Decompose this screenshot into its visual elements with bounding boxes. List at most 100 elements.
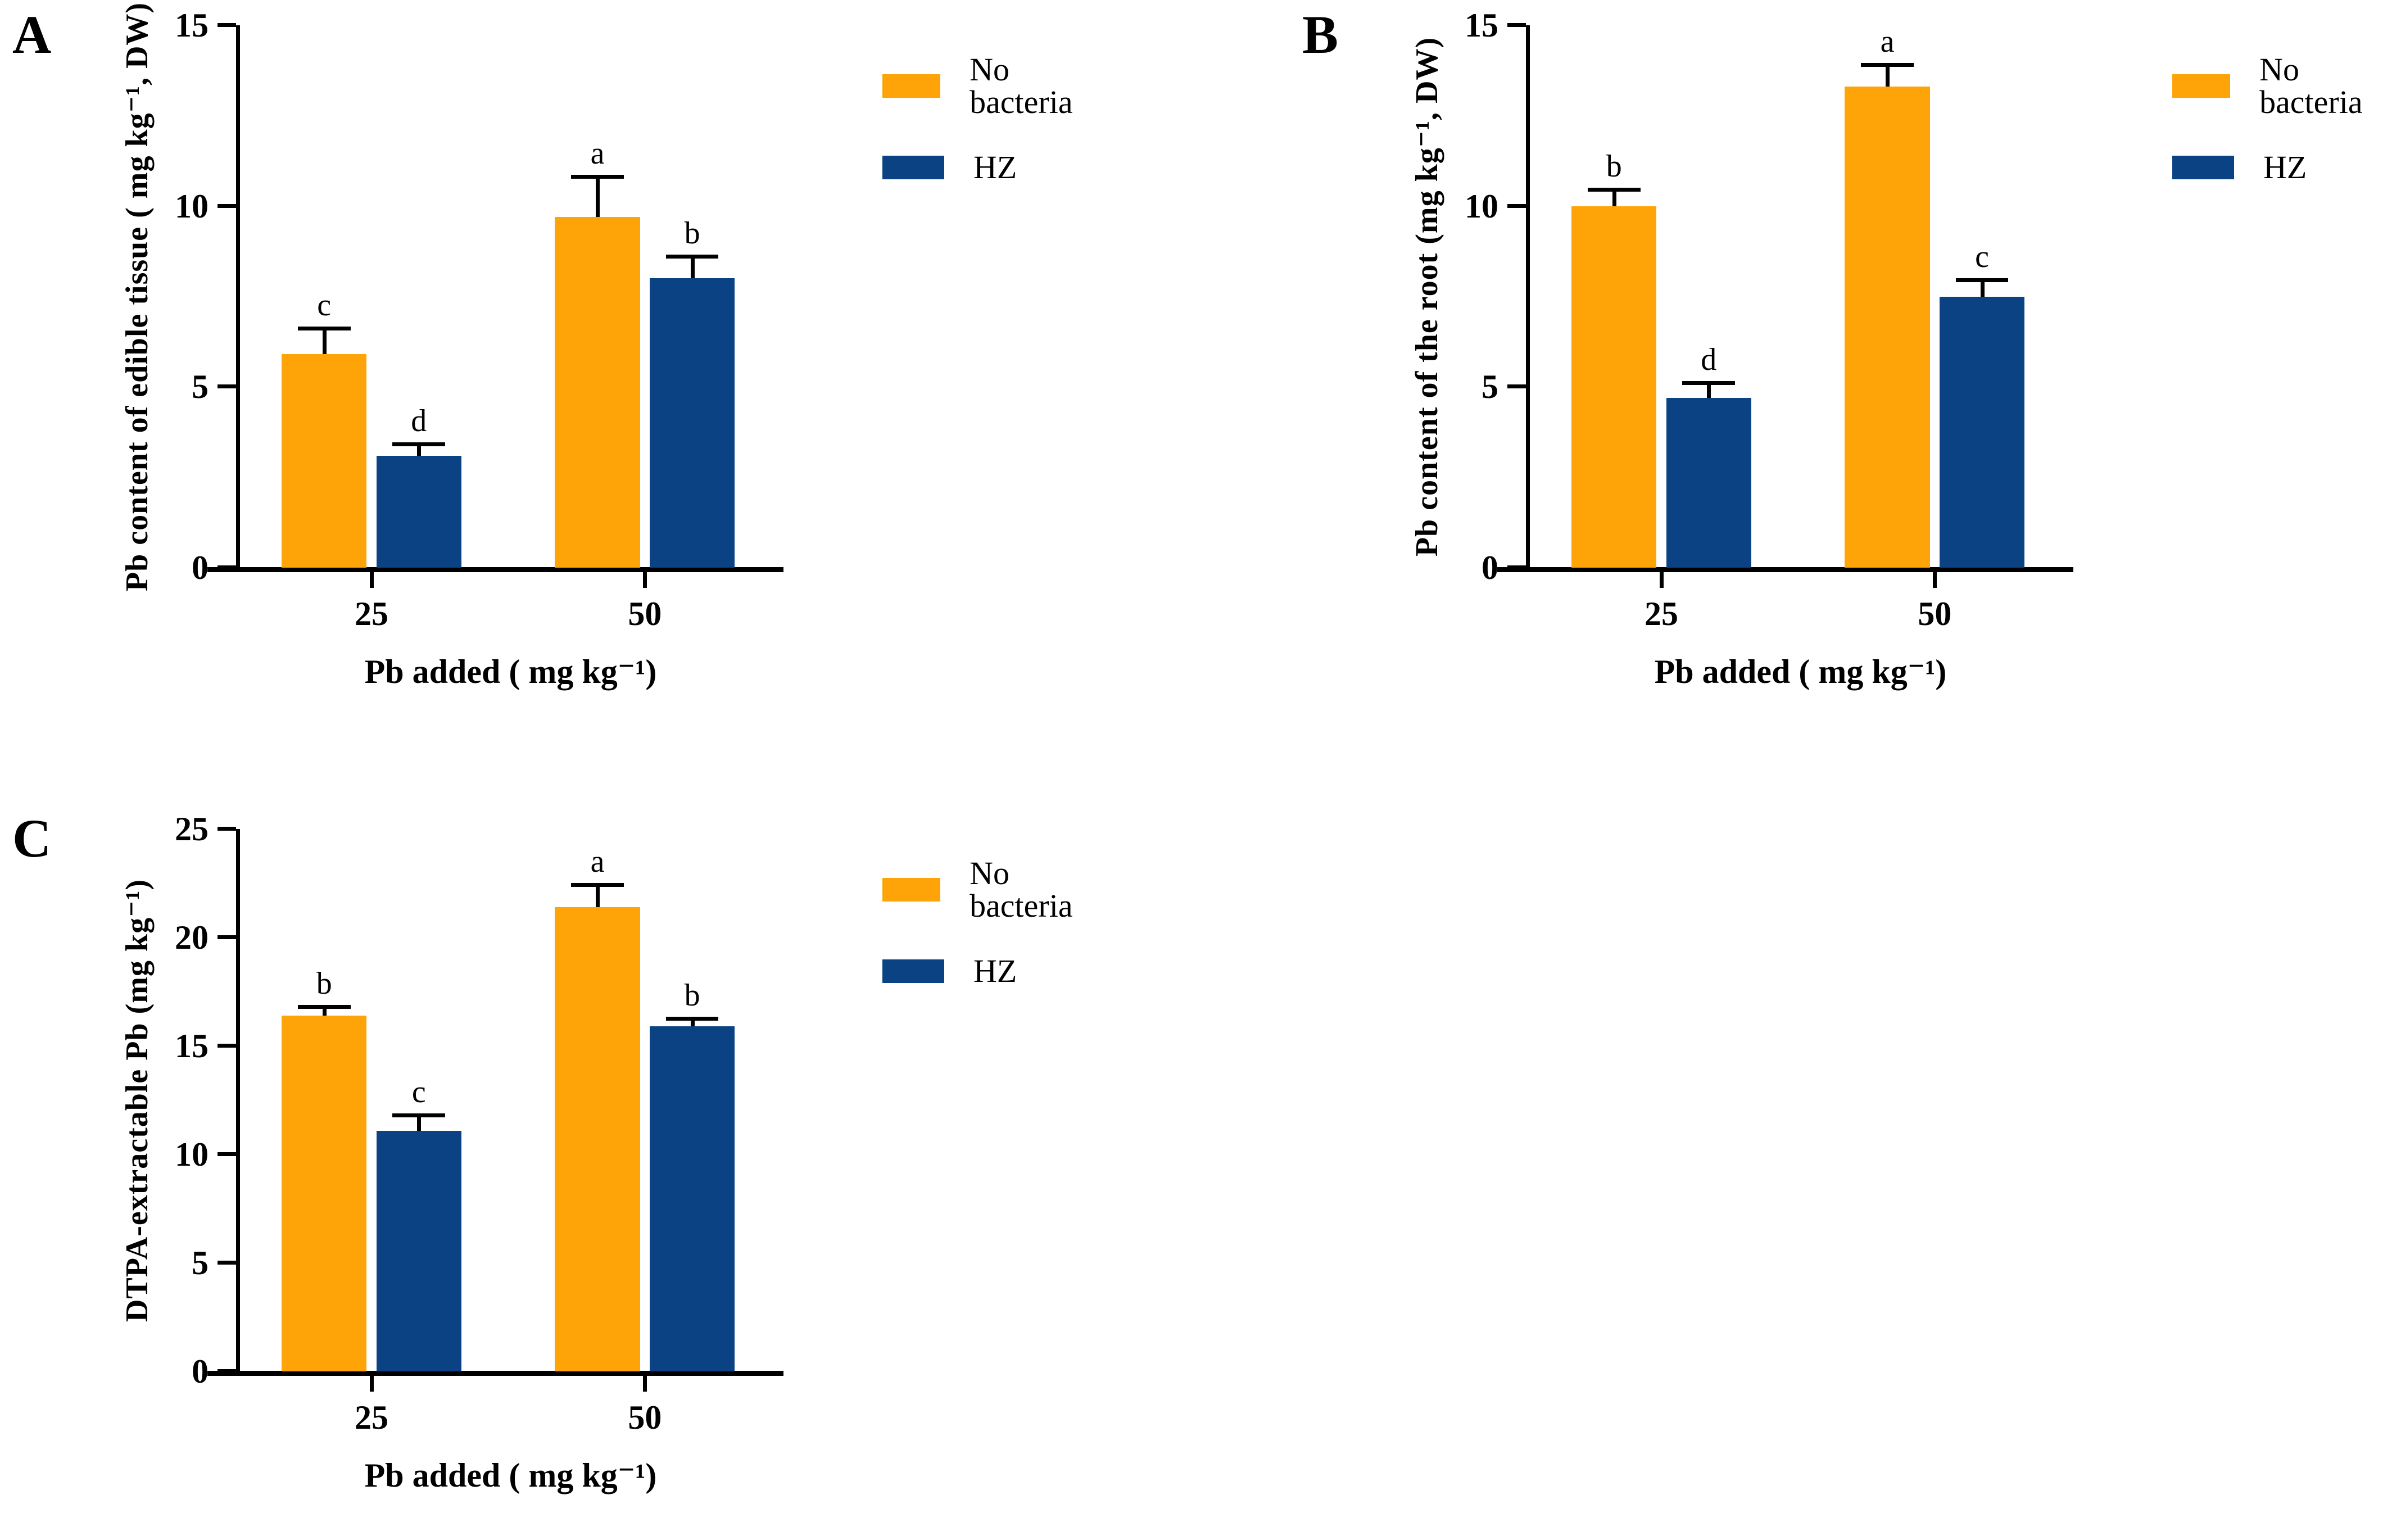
legend-label: HZ [973, 953, 1017, 989]
error-whisker-no-bacteria-25 [322, 1007, 327, 1016]
y-tick-10 [218, 203, 236, 208]
legend-label: No bacteria [970, 51, 1073, 120]
x-tick-25 [1660, 568, 1664, 588]
bar-hz-25 [376, 455, 461, 568]
legend-B: No bacteria HZ [2172, 53, 2401, 216]
error-cap-no-bacteria-25 [1587, 187, 1641, 192]
panel-B: B Pb content of the root (mg kg⁻¹, DW) P… [1290, 0, 2401, 736]
error-whisker-no-bacteria-50 [596, 885, 600, 907]
sig-letter-hz-50: b [684, 977, 700, 1013]
y-tick-label-10: 10 [175, 187, 209, 225]
no-bacteria-swatch [882, 74, 941, 98]
legend-item-no-bacteria: No bacteria [882, 857, 1111, 922]
bar-no-bacteria-50 [555, 907, 640, 1371]
panel-C: C DTPA-extractable Pb (mg kg⁻¹) Pb added… [0, 804, 1111, 1540]
error-whisker-hz-50 [1980, 280, 1985, 297]
bar-no-bacteria-50 [555, 216, 640, 568]
bar-no-bacteria-25 [282, 1015, 367, 1371]
y-tick-label-20: 20 [175, 919, 209, 956]
error-whisker-no-bacteria-50 [1886, 65, 1890, 87]
sig-letter-no-bacteria-25: b [316, 966, 332, 1001]
x-tick-25 [370, 568, 374, 588]
sig-letter-hz-25: d [411, 404, 427, 439]
sig-letter-hz-25: c [411, 1074, 426, 1109]
legend-item-no-bacteria: No bacteria [2172, 53, 2401, 119]
plot-area-C: DTPA-extractable Pb (mg kg⁻¹) Pb added (… [120, 812, 783, 1494]
legend-label: HZ [973, 149, 1017, 185]
x-axis-label: Pb added ( mg kg⁻¹) [1654, 653, 1947, 690]
panel-letter-B: B [1302, 4, 1339, 65]
y-tick-label-10: 10 [175, 1136, 209, 1173]
error-whisker-hz-25 [417, 445, 422, 456]
x-axis-label: Pb added ( mg kg⁻¹) [364, 1457, 657, 1494]
error-whisker-hz-50 [690, 1018, 695, 1027]
panel-letter-A: A [12, 4, 52, 65]
error-cap-hz-25 [392, 442, 446, 447]
plot-area-B: Pb content of the root (mg kg⁻¹, DW) Pb … [1410, 8, 2073, 690]
x-tick-50 [1933, 568, 1937, 588]
x-tick-50 [643, 1371, 647, 1392]
x-axis-line [1497, 567, 2073, 572]
x-tick-label-50: 50 [628, 595, 662, 632]
y-axis-label: Pb content of the root (mg kg⁻¹, DW) [1410, 37, 1444, 556]
error-whisker-hz-25 [417, 1115, 422, 1131]
error-cap-hz-50 [665, 1016, 719, 1021]
legend-label: No bacteria [2259, 51, 2363, 120]
x-tick-label-50: 50 [1918, 595, 1952, 632]
y-axis-label: DTPA-extractable Pb (mg kg⁻¹) [120, 878, 155, 1322]
x-axis-label: Pb added ( mg kg⁻¹) [364, 653, 657, 690]
y-tick-5 [218, 1261, 236, 1265]
plot-area-A: Pb content of edible tissue ( mg kg⁻¹, D… [120, 2, 783, 690]
x-axis-line [207, 1371, 783, 1376]
error-cap-no-bacteria-50 [571, 883, 624, 887]
y-tick-label-15: 15 [1465, 7, 1498, 44]
error-cap-no-bacteria-50 [1861, 62, 1914, 67]
y-tick-15 [218, 1044, 236, 1048]
hz-swatch [2172, 156, 2234, 179]
bar-no-bacteria-25 [282, 354, 367, 568]
sig-letter-hz-50: b [684, 215, 700, 251]
y-axis-label: Pb content of edible tissue ( mg kg⁻¹, D… [120, 2, 155, 591]
bar-hz-50 [1939, 296, 2025, 568]
error-whisker-no-bacteria-50 [596, 177, 600, 217]
legend-label: HZ [2263, 149, 2307, 185]
legend-C: No bacteria HZ [882, 857, 1111, 1020]
error-cap-hz-50 [665, 254, 719, 259]
bar-hz-50 [649, 278, 735, 568]
y-tick-label-15: 15 [175, 7, 209, 44]
legend-item-hz: HZ [2172, 151, 2401, 184]
sig-letter-no-bacteria-50: a [590, 844, 605, 880]
y-tick-label-10: 10 [1465, 187, 1498, 225]
y-tick-0 [1507, 565, 1526, 569]
error-whisker-hz-50 [690, 256, 695, 279]
y-tick-0 [218, 1369, 236, 1373]
y-tick-5 [1507, 384, 1526, 389]
error-whisker-no-bacteria-25 [322, 329, 327, 355]
x-axis-line [207, 567, 783, 572]
x-tick-label-50: 50 [628, 1399, 662, 1436]
y-tick-20 [218, 935, 236, 939]
bar-hz-50 [649, 1026, 735, 1371]
y-tick-25 [218, 827, 236, 831]
error-cap-hz-25 [392, 1113, 446, 1117]
sig-letter-no-bacteria-25: b [1606, 148, 1622, 184]
y-tick-5 [218, 384, 236, 389]
sig-letter-no-bacteria-50: a [590, 136, 605, 171]
legend-A: No bacteria HZ [882, 53, 1111, 216]
x-tick-label-25: 25 [355, 595, 388, 632]
y-tick-label-15: 15 [175, 1027, 209, 1065]
x-tick-50 [643, 568, 647, 588]
y-tick-10 [1507, 203, 1526, 208]
y-tick-label-25: 25 [175, 810, 209, 848]
y-tick-label-5: 5 [192, 368, 209, 406]
sig-letter-no-bacteria-25: c [317, 288, 332, 323]
x-tick-label-25: 25 [1645, 595, 1678, 632]
hz-swatch [882, 959, 944, 983]
figure-canvas: { "colors": { "no_bacteria": "#FFA408", … [12, 0, 2401, 1494]
panel-letter-C: C [12, 808, 52, 868]
sig-letter-hz-25: d [1701, 342, 1717, 377]
sig-letter-hz-50: c [1975, 239, 1990, 274]
error-cap-no-bacteria-25 [297, 1004, 351, 1009]
y-tick-15 [1507, 23, 1526, 27]
no-bacteria-swatch [882, 878, 941, 902]
